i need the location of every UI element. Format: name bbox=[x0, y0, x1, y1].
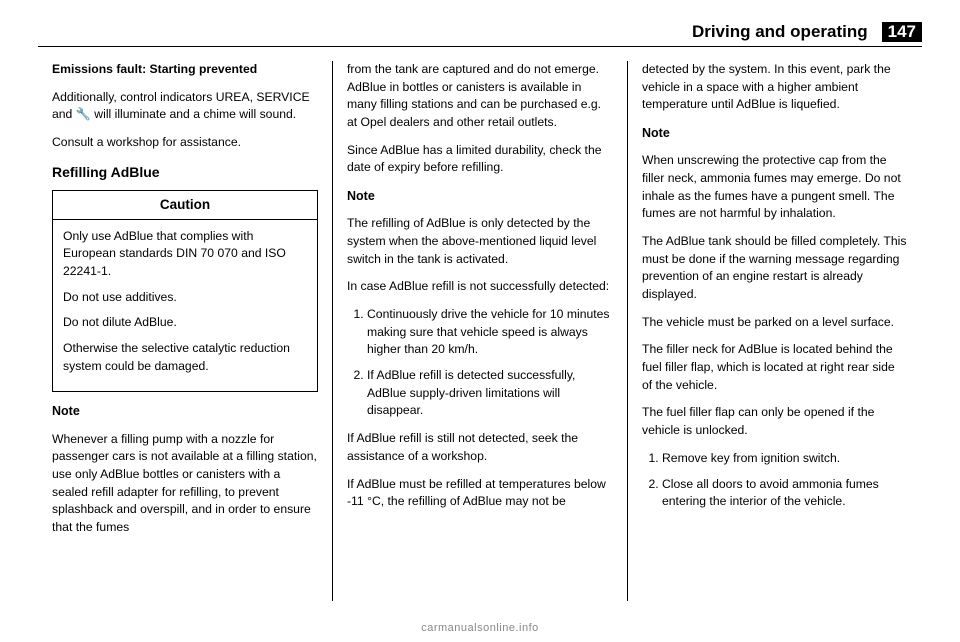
caution-b2: Do not use additives. bbox=[63, 289, 307, 307]
wrench-icon: 🔧 bbox=[76, 106, 91, 124]
c2-step2: If AdBlue refill is detected successfull… bbox=[367, 367, 613, 420]
c3-p2: The AdBlue tank should be filled complet… bbox=[642, 233, 908, 304]
c3-p1: detected by the system. In this event, p… bbox=[642, 61, 908, 114]
caution-b3: Do not dilute AdBlue. bbox=[63, 314, 307, 332]
c1-note-body: Whenever a filling pump with a nozzle fo… bbox=[52, 431, 318, 537]
c1-h3: Refilling AdBlue bbox=[52, 162, 318, 182]
footer-watermark: carmanualsonline.info bbox=[0, 622, 960, 634]
c2-p3: In case AdBlue refill is not successfull… bbox=[347, 278, 613, 296]
c3-note-head: Note bbox=[642, 124, 908, 142]
page: Driving and operating 147 Emissions faul… bbox=[0, 0, 960, 642]
c3-step2: Close all doors to avoid ammonia fumes e… bbox=[662, 476, 908, 511]
c2-p2: Since AdBlue has a limited durability, c… bbox=[347, 142, 613, 177]
c3-steps: Remove key from ignition switch. Close a… bbox=[642, 450, 908, 511]
columns: Emissions fault: Starting prevented Addi… bbox=[38, 61, 922, 601]
caution-box: Caution Only use AdBlue that complies wi… bbox=[52, 190, 318, 392]
header-section: Driving and operating bbox=[692, 22, 868, 42]
c2-note-body: The refilling of AdBlue is only detected… bbox=[347, 215, 613, 268]
c3-note-body: When unscrewing the protective cap from … bbox=[642, 152, 908, 223]
c1-p3: Consult a workshop for assistance. bbox=[52, 134, 318, 152]
header-pagenum: 147 bbox=[882, 22, 922, 42]
c2-p5: If AdBlue must be refilled at temperatur… bbox=[347, 476, 613, 511]
caution-title: Caution bbox=[53, 191, 317, 220]
page-header: Driving and operating 147 bbox=[38, 22, 922, 47]
caution-body: Only use AdBlue that complies with Europ… bbox=[53, 220, 317, 392]
c1-p2: Additionally, control indicators UREA, S… bbox=[52, 89, 318, 124]
column-2: from the tank are captured and do not em… bbox=[332, 61, 627, 601]
c3-p5: The fuel filler flap can only be opened … bbox=[642, 404, 908, 439]
c1-note-head: Note bbox=[52, 402, 318, 420]
c3-p4: The filler neck for AdBlue is located be… bbox=[642, 341, 908, 394]
caution-b4: Otherwise the selective catalytic reduct… bbox=[63, 340, 307, 375]
c2-p4: If AdBlue refill is still not detected, … bbox=[347, 430, 613, 465]
column-3: detected by the system. In this event, p… bbox=[627, 61, 922, 601]
c2-note-head: Note bbox=[347, 187, 613, 205]
c2-p1: from the tank are captured and do not em… bbox=[347, 61, 613, 132]
c1-p1: Emissions fault: Starting prevented bbox=[52, 61, 318, 79]
c3-step1: Remove key from ignition switch. bbox=[662, 450, 908, 468]
caution-b1: Only use AdBlue that complies with Europ… bbox=[63, 228, 307, 281]
c2-steps: Continuously drive the vehicle for 10 mi… bbox=[347, 306, 613, 420]
c1-p2b: will illuminate and a chime will sound. bbox=[91, 107, 296, 121]
c2-step1: Continuously drive the vehicle for 10 mi… bbox=[367, 306, 613, 359]
c3-p3: The vehicle must be parked on a level su… bbox=[642, 314, 908, 332]
c1-p1-strong: Emissions fault: Starting prevented bbox=[52, 62, 257, 76]
column-1: Emissions fault: Starting prevented Addi… bbox=[38, 61, 332, 601]
